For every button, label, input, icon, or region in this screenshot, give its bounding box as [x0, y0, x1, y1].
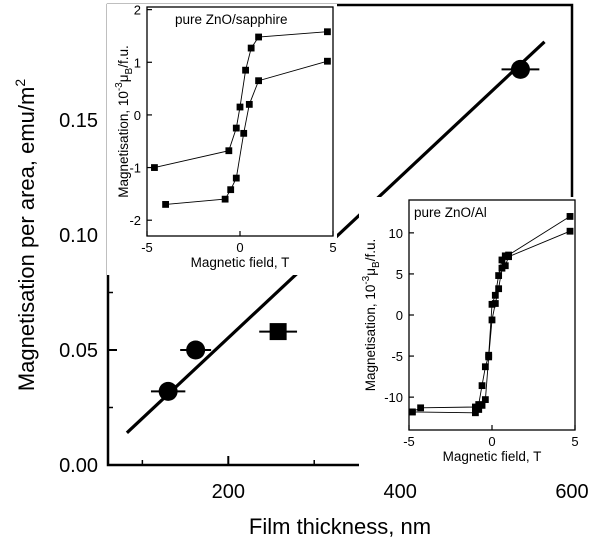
inset-x-tick-label: 0: [488, 434, 495, 449]
inset-y-tick-label: -1: [129, 161, 141, 176]
main-y-tick-label: 0.10: [59, 225, 98, 247]
inset-y-axis-title-sup: -3: [114, 82, 125, 91]
inset-title: pure ZnO/Al: [414, 205, 487, 220]
inset-background: [359, 197, 579, 467]
inset-y-axis-title-sup: -3: [361, 275, 372, 284]
inset-x-tick-label: 5: [571, 434, 578, 449]
inset-y-axis-title-mu: μ: [116, 74, 131, 82]
inset-data-point: [488, 316, 496, 324]
inset-data-point: [491, 300, 499, 307]
inset-data-point: [151, 164, 158, 171]
data-point-circle: [158, 381, 178, 401]
data-point-circle: [186, 340, 206, 360]
inset-al: -5 0 5 -10 -5 0 5 10 pure ZnO/Al Magnetic field, …: [359, 197, 579, 467]
inset-background: [107, 4, 337, 275]
main-x-axis-title: Film thickness, nm: [249, 514, 431, 539]
inset-data-point: [566, 227, 574, 235]
inset-y-axis-title-sub: B: [371, 261, 382, 268]
main-y-axis-title-text: Magnetisation per area, emu/m: [14, 87, 39, 392]
inset-data-point: [478, 382, 486, 390]
inset-y-axis-title-suffix: /f.u.: [116, 45, 131, 68]
inset-y-tick-label: -2: [129, 213, 141, 228]
data-point-square: [269, 323, 287, 341]
inset-data-point: [475, 406, 483, 413]
inset-data-point: [481, 396, 489, 404]
inset-data-point: [495, 272, 503, 279]
inset-data-point: [245, 100, 253, 108]
inset-x-axis-title: Magnetic field, T: [191, 255, 290, 270]
inset-data-point: [255, 77, 262, 85]
inset-data-point: [242, 66, 249, 74]
main-y-tick-label: 0.05: [59, 340, 98, 362]
inset-title: pure ZnO/sapphire: [175, 12, 288, 27]
inset-data-point: [227, 186, 235, 194]
main-x-tick-label: 400: [383, 481, 416, 503]
main-x-tick-label: 200: [212, 481, 245, 503]
inset-data-point: [495, 285, 503, 293]
inset-y-axis-title-suffix: /f.u.: [363, 239, 378, 262]
inset-data-point: [324, 57, 331, 65]
inset-data-point: [566, 213, 574, 220]
inset-y-tick-label: 2: [134, 3, 141, 18]
inset-x-tick-label: -5: [141, 240, 153, 255]
inset-y-tick-label: 1: [134, 55, 141, 70]
inset-data-point: [498, 256, 506, 264]
inset-x-tick-label: -5: [403, 434, 415, 449]
inset-y-tick-label: -5: [391, 349, 403, 364]
inset-data-point: [240, 129, 248, 137]
inset-y-tick-label: -10: [384, 390, 403, 405]
inset-x-tick-label: 5: [329, 240, 336, 255]
inset-data-point: [162, 201, 169, 208]
data-point-circle: [510, 59, 530, 79]
inset-y-tick-label: 0: [134, 108, 141, 123]
inset-data-point: [236, 103, 244, 111]
inset-data-point: [232, 124, 240, 132]
inset-data-point: [232, 174, 240, 182]
inset-data-point: [481, 363, 489, 371]
inset-y-axis-title-prefix: Magnetisation, 10: [363, 285, 378, 392]
inset-data-point: [478, 401, 486, 409]
inset-sapphire: -5 0 5 -2 -1 0 1 2 pure ZnO/sapphire Magnetic fie…: [107, 3, 337, 275]
main-x-tick-label: 600: [555, 481, 588, 503]
inset-data-point: [247, 44, 255, 52]
inset-y-tick-label: 5: [396, 267, 403, 282]
inset-y-axis-title-mu: μ: [363, 268, 378, 276]
inset-y-axis-title-sub: B: [124, 67, 135, 74]
inset-data-point: [255, 33, 262, 41]
inset-data-point: [485, 353, 493, 361]
inset-data-point: [225, 147, 233, 155]
inset-data-point: [505, 253, 512, 261]
inset-y-axis-title: Magnetisation, 10-3μB/f.u.: [114, 45, 135, 197]
inset-x-tick-label: 0: [236, 240, 243, 255]
inset-data-point: [491, 291, 499, 299]
main-y-axis-title-sup: 2: [12, 79, 28, 87]
main-y-tick-label: 0.00: [59, 455, 98, 477]
inset-y-axis-title: Magnetisation, 10-3μB/f.u.: [361, 239, 382, 391]
inset-data-point: [501, 262, 509, 270]
inset-data-point: [324, 28, 331, 36]
main-y-tick-label: 0.15: [59, 110, 98, 132]
inset-y-tick-label: 10: [389, 226, 403, 241]
inset-data-point: [221, 195, 229, 203]
inset-data-point: [417, 404, 425, 412]
inset-x-axis-title: Magnetic field, T: [443, 449, 542, 464]
inset-data-point: [408, 408, 416, 416]
inset-y-tick-label: 0: [396, 308, 403, 323]
main-y-axis-title: Magnetisation per area, emu/m2: [12, 79, 39, 392]
inset-y-axis-title-prefix: Magnetisation, 10: [116, 91, 131, 198]
